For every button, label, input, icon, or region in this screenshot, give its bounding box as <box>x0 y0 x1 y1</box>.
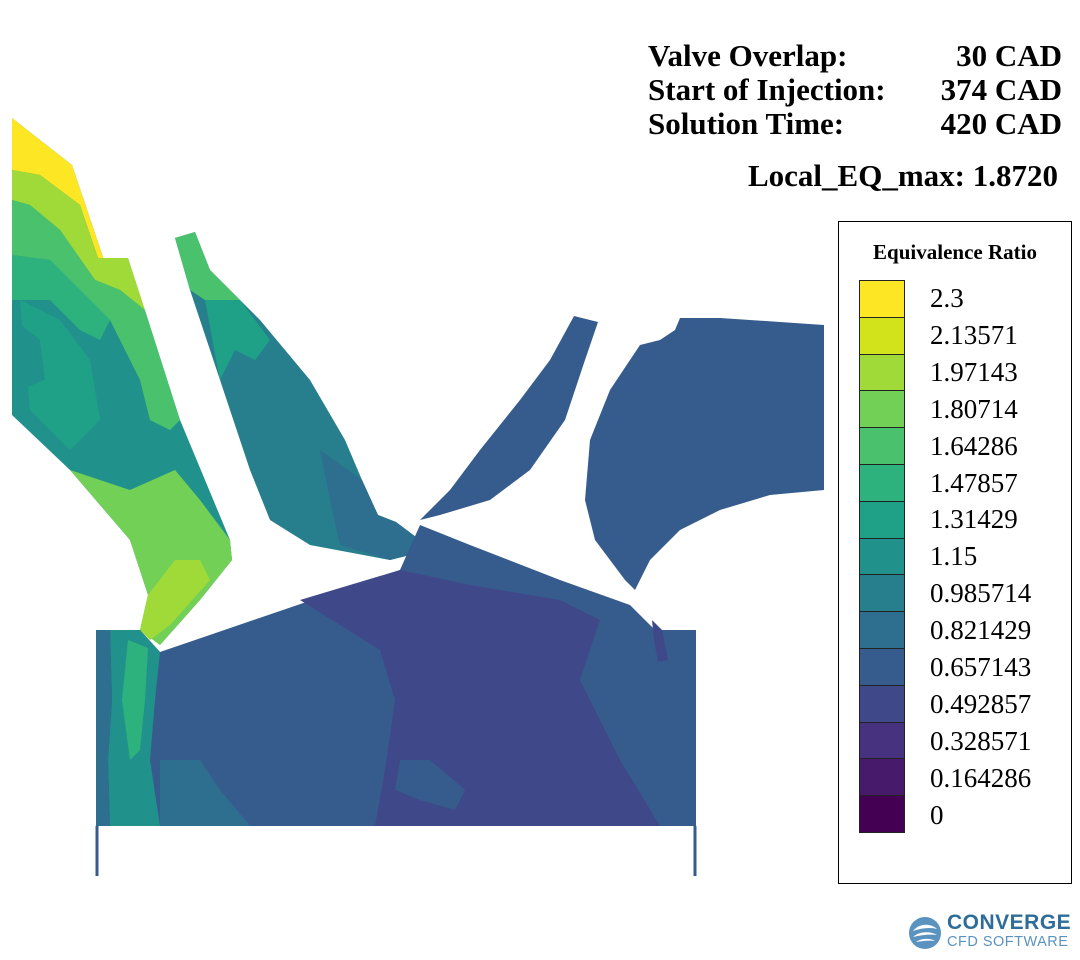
legend-swatch <box>859 316 905 355</box>
legend-swatch <box>859 758 905 797</box>
legend-tick-label: 1.15 <box>930 541 978 572</box>
legend-swatch <box>859 611 905 649</box>
legend-swatch <box>859 647 905 686</box>
intake-runner-dark <box>320 450 420 560</box>
legend-title: Equivalence Ratio <box>873 240 1037 264</box>
cylinder-low-bubble <box>395 760 465 810</box>
exhaust-runner-left <box>420 316 598 520</box>
legend-swatch <box>859 280 905 318</box>
info-value: 420 CAD <box>940 106 1062 141</box>
logo-line1: CONVERGE <box>947 911 1072 934</box>
legend-swatch <box>859 574 905 613</box>
cylinder-dark-left <box>96 630 112 826</box>
converge-logo: CONVERGE CFD SOFTWARE <box>905 911 1075 954</box>
intake-band-yellowgreen <box>12 170 145 310</box>
legend-colorbar <box>859 280 905 833</box>
intake-teal-core <box>20 300 100 450</box>
info-value: 374 CAD <box>940 72 1062 107</box>
legend-swatch <box>859 463 905 502</box>
legend-swatch <box>859 500 905 539</box>
legend-tick-label: 0.492857 <box>930 688 1032 719</box>
legend-swatch <box>859 427 905 465</box>
info-label: Valve Overlap: <box>648 38 848 73</box>
legend-tick-label: 1.64286 <box>930 430 1018 461</box>
intake-high-yellow <box>12 118 105 263</box>
legend-swatch <box>859 390 905 429</box>
case-info: Valve Overlap: 30 CAD Start of Injection: 3… <box>0 38 1080 141</box>
legend-tick-label: 0.657143 <box>930 652 1032 682</box>
legend-tick-label: 0.164286 <box>930 762 1032 793</box>
intake-band-green <box>12 200 180 430</box>
intake-lower-green <box>70 470 232 645</box>
legend-tick-label: 2.3 <box>930 283 964 313</box>
intake-runner <box>175 232 420 560</box>
legend-tick-label: 1.80714 <box>930 393 1018 424</box>
legend-tick-label: 0 <box>930 799 944 830</box>
legend-tick-label: 1.97143 <box>930 356 1018 387</box>
legend-swatch <box>859 353 905 392</box>
info-label: Solution Time: <box>648 106 845 141</box>
legend-tick-label: 1.31429 <box>930 504 1018 535</box>
legend-swatch <box>859 721 905 760</box>
intake-port <box>12 118 232 645</box>
legend-swatch <box>859 684 905 723</box>
local-eq-max: Local_EQ_max: 1.8720 <box>748 158 1058 193</box>
legend-tick-label: 1.47857 <box>930 467 1018 498</box>
cylinder-low-region <box>300 570 660 826</box>
intake-runner-teal <box>205 300 270 380</box>
exhaust-runner-main <box>585 318 824 590</box>
converge-logo-icon <box>909 917 941 949</box>
legend-tick-label: 0.821429 <box>930 615 1032 646</box>
intake-runner-green <box>175 232 240 320</box>
exhaust-seat <box>652 620 668 662</box>
info-value: 30 CAD <box>956 38 1062 73</box>
legend-tick-label: 0.985714 <box>930 578 1032 609</box>
cylinder-green-plume <box>122 640 148 760</box>
color-legend: Equivalence Ratio 2.3 2.13571 1.97143 1.807… <box>838 221 1072 884</box>
cylinder <box>95 525 697 876</box>
intake-band-midteal <box>12 255 110 340</box>
legend-swatch <box>859 795 905 833</box>
legend-tick-label: 2.13571 <box>930 319 1018 350</box>
legend-swatch <box>859 537 905 576</box>
intake-dark-core <box>15 320 45 390</box>
logo-line2: CFD SOFTWARE <box>947 934 1069 950</box>
info-label: Start of Injection: <box>648 72 886 107</box>
legend-tick-label: 0.328571 <box>930 725 1032 756</box>
exhaust-port <box>420 316 824 590</box>
cylinder-mid-band <box>160 760 250 826</box>
intake-lower-light <box>140 560 210 640</box>
